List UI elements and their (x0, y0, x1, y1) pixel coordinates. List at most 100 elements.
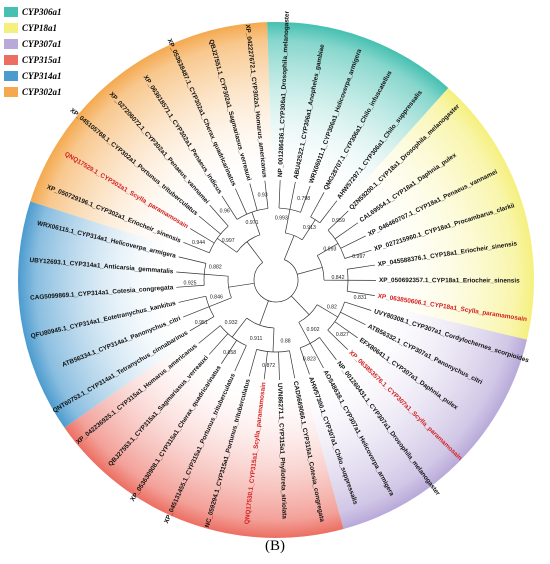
legend-swatch (4, 87, 18, 97)
clade-branch (259, 300, 269, 326)
subclade-branch (204, 273, 229, 277)
root-arc (253, 259, 299, 303)
bootstrap-value: 0.827 (336, 332, 349, 338)
bootstrap-value: 0.932 (225, 320, 238, 326)
clade-sector-cyp18a1 (350, 87, 534, 340)
clade-branch (297, 267, 323, 275)
leaf-branch (209, 204, 229, 227)
legend-swatch (4, 55, 18, 65)
bootstrap-value: 0.997 (352, 254, 365, 260)
leaf-branch (208, 333, 229, 355)
subclade-branch (317, 243, 339, 256)
leaf-branch (178, 256, 207, 264)
bootstrap-value: 0.959 (332, 218, 345, 224)
legend-item-cyp314a1: CYP314a1 (4, 68, 62, 84)
leaf-branch (327, 329, 349, 350)
bootstrap-value: 0.911 (250, 336, 263, 342)
subclade-branch (284, 209, 291, 233)
leaf-label: XP_050692357.1_CYP18a1_Eriocheir_sinensi… (379, 277, 520, 284)
subclade-branch (231, 317, 248, 338)
legend-swatch (4, 7, 18, 17)
legend-swatch (4, 71, 18, 81)
clade-sector-cyp307a1 (305, 305, 528, 530)
legend-item-cyp307a1: CYP307a1 (4, 36, 62, 52)
bootstrap-value: 0.971 (246, 220, 259, 226)
leaf-branch (309, 343, 324, 369)
subclade-arc (203, 263, 207, 286)
bootstrap-value: 0.913 (303, 225, 316, 231)
leaf-branch (347, 264, 375, 270)
subclade-branch (316, 304, 338, 318)
legend-swatch (4, 39, 18, 49)
bootstrap-value: 0.993 (275, 216, 288, 222)
leaf-label: UVN86271.1_CYP315a1_Phyllotreta_striolat… (276, 383, 288, 520)
bootstrap-value: 0.93 (258, 192, 268, 198)
bootstrap-value: 0.842 (331, 275, 344, 281)
bootstrap-value: 0.846 (210, 294, 223, 300)
clade-branch (228, 282, 255, 288)
bootstrap-value: 0.858 (223, 350, 236, 356)
leaf-branch (278, 180, 281, 209)
bootstrap-value: 0.882 (209, 265, 222, 271)
leaf-branch (340, 235, 366, 249)
tree-branches (176, 180, 377, 380)
clade-branch (290, 295, 310, 315)
bootstrap-value: 0.798 (297, 196, 310, 202)
clade-sector-cyp302a1 (30, 22, 273, 246)
legend-item-cyp306a1: CYP306a1 (4, 4, 62, 20)
bootstrap-value: 0.831 (354, 295, 367, 301)
legend-label: CYP306a1 (22, 7, 62, 17)
leaf-branch (176, 284, 205, 288)
legend-label: CYP307a1 (22, 39, 62, 49)
leaf-branch (278, 351, 280, 380)
leaf-branch (289, 350, 296, 379)
legend-label: CYP302a1 (22, 87, 62, 97)
leaf-branch (344, 301, 372, 311)
panel-label: (B) (265, 538, 285, 554)
bootstrap-value: 0.951 (195, 320, 208, 326)
leaf-branch (344, 249, 372, 259)
leaf-branch (198, 215, 221, 235)
clade-arc (236, 234, 261, 253)
subclade-branch (272, 327, 275, 352)
subclade-branch (301, 219, 316, 240)
leaf-branch (334, 321, 358, 339)
legend-label: CYP315a1 (22, 55, 62, 65)
clade-branch (283, 235, 295, 260)
leaf-branch (264, 180, 269, 209)
clade-sector-cyp314a1 (17, 201, 185, 428)
bootstrap-values: 0.993 0.798 0.913 0.959 0.993 0.997 0.842 0.831… (184, 192, 367, 369)
legend-label: CYP18a1 (22, 23, 57, 33)
leaf-branch (334, 222, 359, 240)
bootstrap-value: 0.96 (220, 208, 230, 214)
leaf-branch (300, 185, 311, 213)
clade-sector-cyp306a1 (266, 22, 449, 197)
leaf-branch (340, 311, 366, 325)
legend-swatch (4, 23, 18, 33)
bootstrap-value: 0.944 (192, 240, 205, 246)
leaf-branch (189, 316, 215, 332)
bootstrap-value: 0.925 (184, 280, 197, 286)
leaf-branch (327, 210, 349, 231)
leaf-branch (176, 271, 205, 275)
leaf-branch (183, 241, 210, 254)
clade-sector-cyp315a1 (64, 344, 344, 538)
legend-item-cyp18a1: CYP18a1 (4, 20, 62, 36)
leaf-branch (310, 192, 325, 218)
leaf-branch (299, 347, 310, 375)
legend-label: CYP314a1 (22, 71, 62, 81)
leaf-branch (198, 325, 221, 344)
leaf-branch (234, 345, 247, 372)
subclade-branch (208, 297, 232, 308)
bootstrap-value: 0.823 (303, 357, 316, 363)
subclade-arc (205, 296, 215, 317)
legend-item-cyp302a1: CYP302a1 (4, 84, 62, 100)
subclade-branch (251, 212, 261, 235)
legend-item-cyp315a1: CYP315a1 (4, 52, 62, 68)
leaf-branch (347, 290, 375, 296)
bootstrap-value: 0.82 (327, 304, 337, 310)
leaf-branch (263, 351, 268, 380)
bootstrap-value: 0.872 (262, 363, 275, 369)
leaf-branch (221, 340, 237, 364)
clade-sectors (17, 22, 534, 538)
